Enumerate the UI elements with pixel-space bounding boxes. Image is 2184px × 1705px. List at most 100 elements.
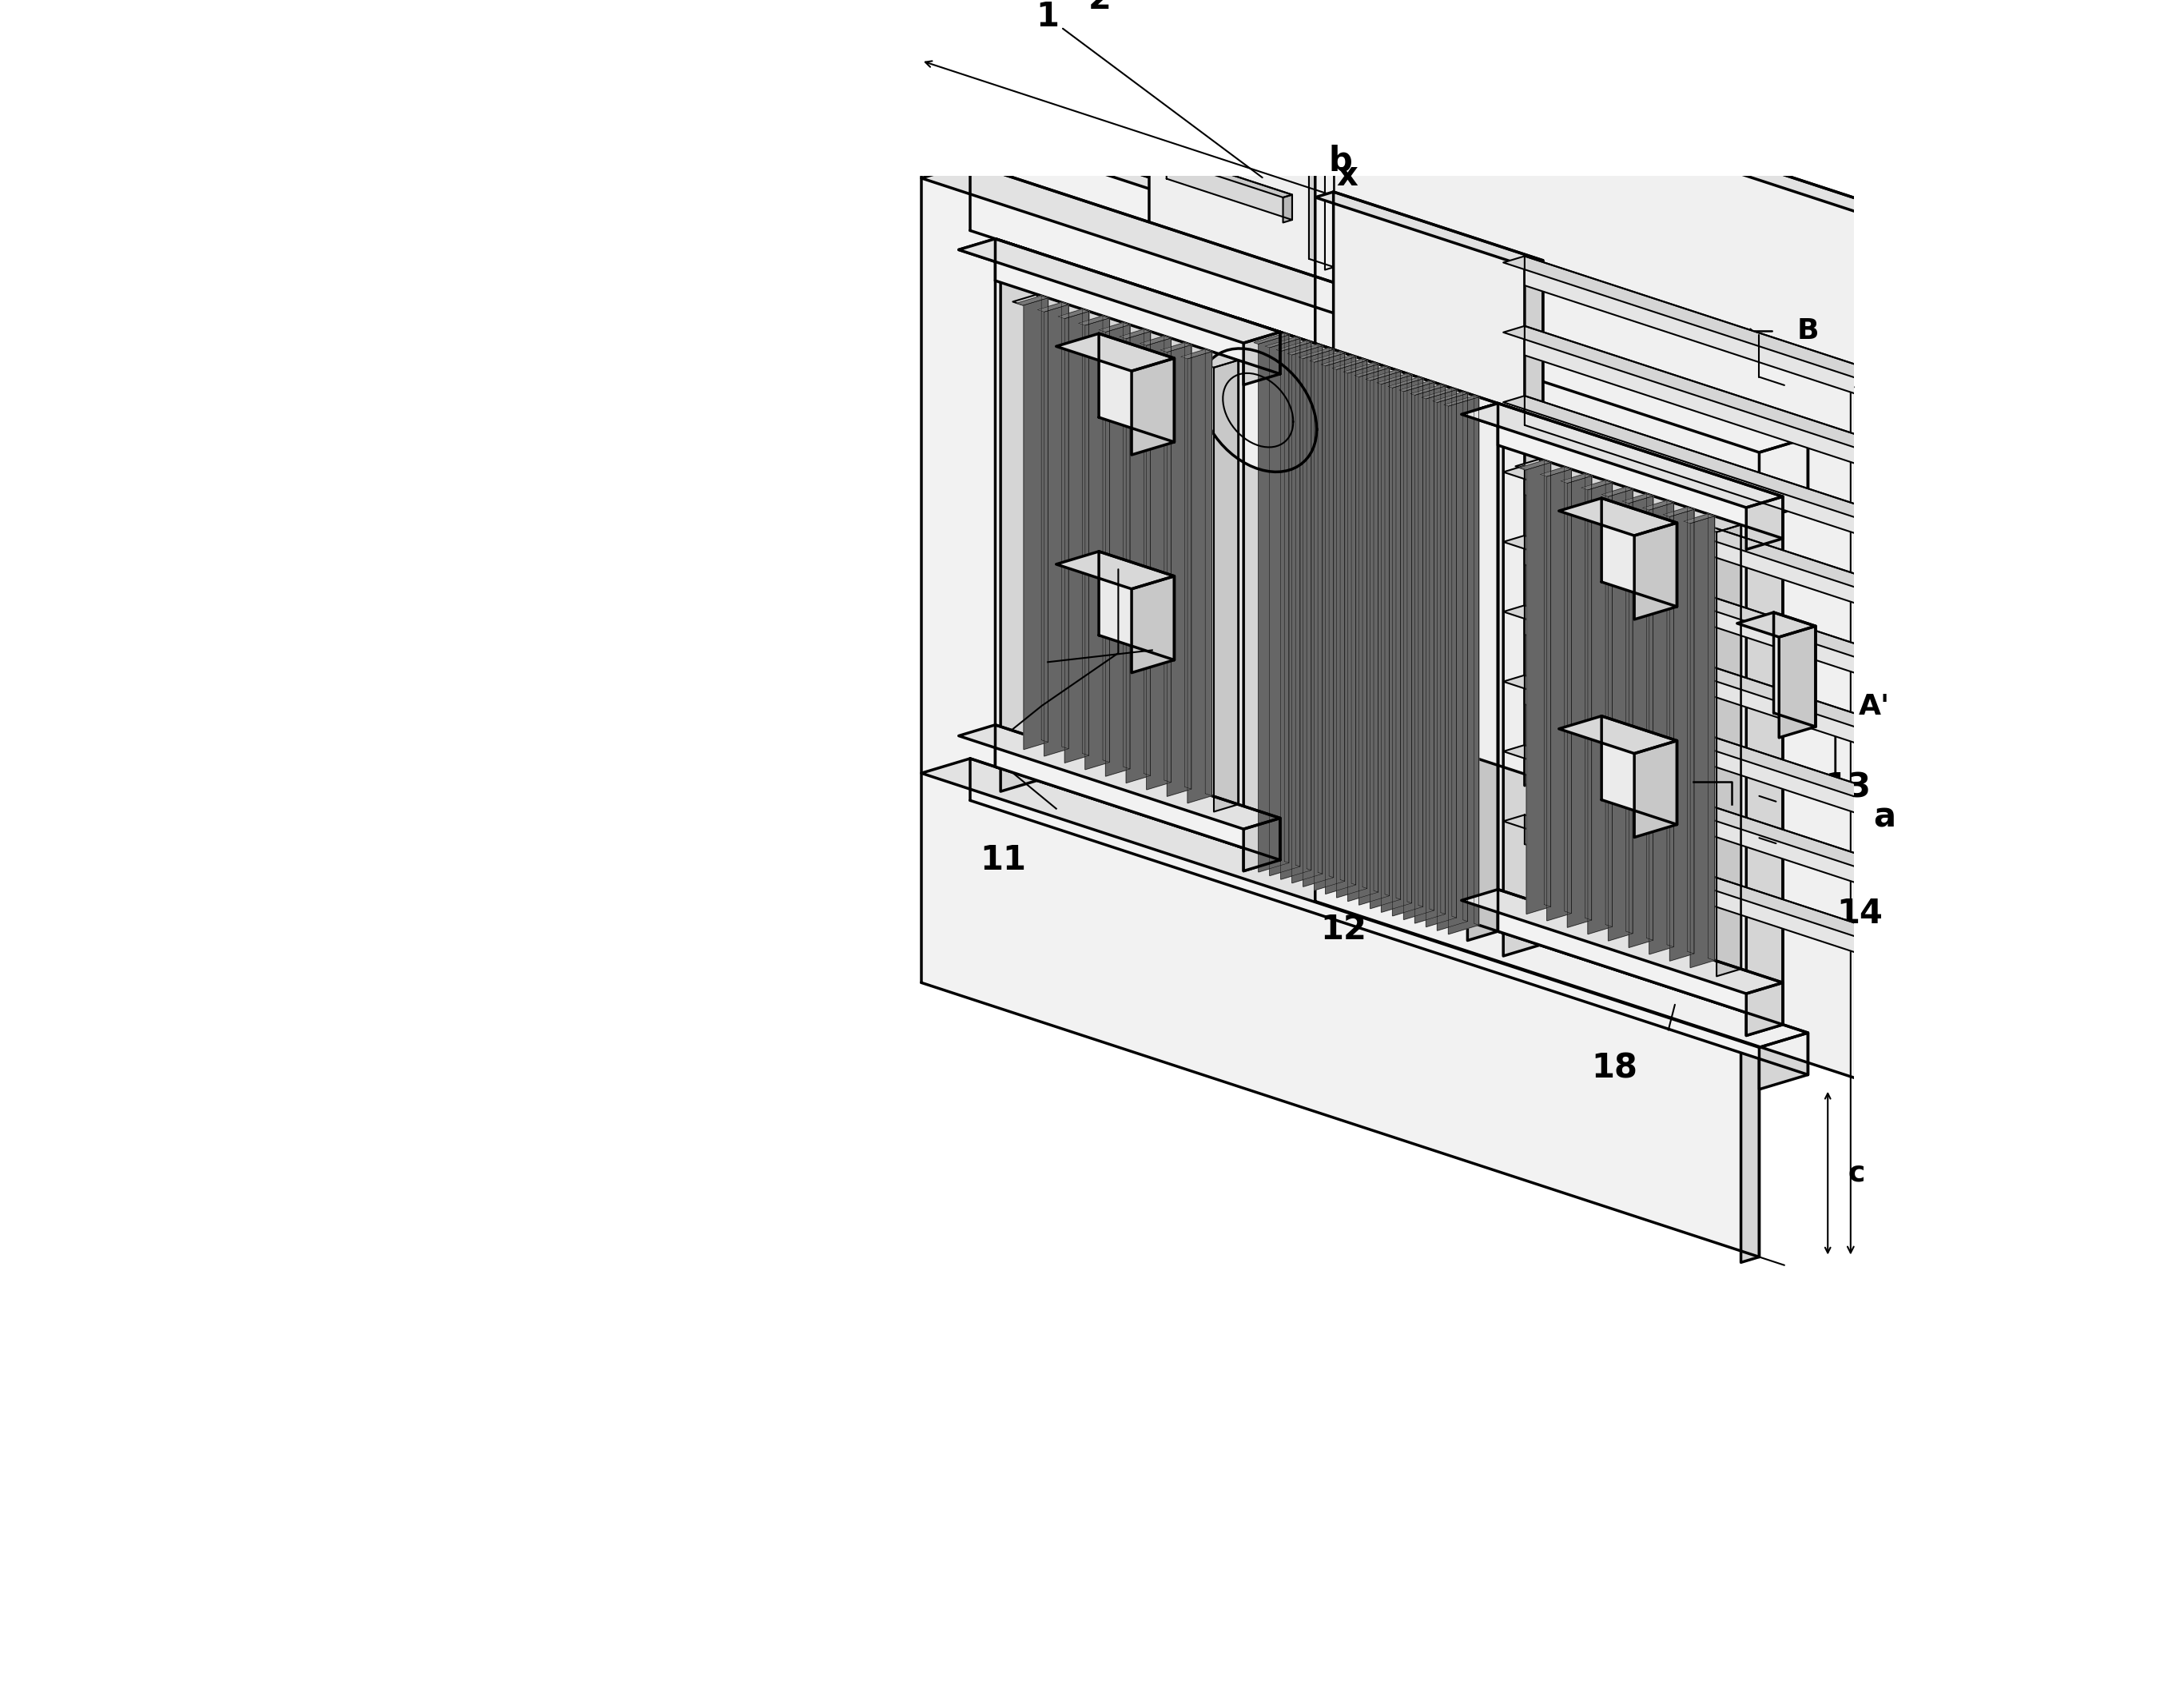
Polygon shape (1498, 404, 1782, 539)
Polygon shape (1760, 1033, 1808, 1089)
Polygon shape (1166, 104, 1293, 169)
Polygon shape (1741, 483, 1782, 1025)
Polygon shape (1520, 460, 1551, 471)
Polygon shape (1684, 513, 1714, 523)
Polygon shape (1057, 551, 1175, 588)
Polygon shape (1642, 501, 1673, 510)
Polygon shape (1057, 334, 1175, 372)
Text: 16: 16 (1192, 496, 1238, 530)
Polygon shape (970, 759, 1808, 1074)
Polygon shape (1131, 576, 1175, 673)
Polygon shape (996, 725, 1280, 859)
Polygon shape (1369, 372, 1400, 909)
Polygon shape (1037, 295, 1238, 805)
Text: x: x (1337, 159, 1358, 193)
Polygon shape (1326, 356, 1356, 893)
Polygon shape (1422, 389, 1457, 399)
Polygon shape (1396, 370, 1400, 900)
Polygon shape (1304, 350, 1334, 887)
Polygon shape (1404, 382, 1435, 919)
Polygon shape (959, 239, 1280, 343)
Polygon shape (1064, 312, 1090, 762)
Polygon shape (1280, 343, 1310, 880)
Polygon shape (1562, 474, 1592, 483)
Polygon shape (1760, 438, 1808, 520)
Polygon shape (1024, 298, 1048, 750)
Polygon shape (1374, 363, 1378, 892)
Polygon shape (1341, 351, 1345, 881)
Polygon shape (1400, 380, 1435, 392)
Polygon shape (1147, 338, 1171, 789)
Text: a: a (1874, 800, 1896, 834)
Polygon shape (1387, 377, 1424, 389)
Polygon shape (1773, 612, 1815, 726)
Polygon shape (1441, 385, 1446, 914)
Polygon shape (922, 759, 1808, 1047)
Polygon shape (1426, 390, 1457, 928)
Polygon shape (1503, 396, 2068, 580)
Polygon shape (1057, 309, 1090, 319)
Polygon shape (1503, 675, 2068, 859)
Polygon shape (996, 239, 1280, 373)
Polygon shape (1474, 396, 1479, 926)
Polygon shape (1363, 360, 1367, 888)
Polygon shape (996, 239, 1037, 781)
Polygon shape (1524, 535, 2068, 743)
Polygon shape (1099, 334, 1175, 442)
Polygon shape (1540, 467, 1570, 476)
Polygon shape (1662, 508, 1695, 517)
Polygon shape (1315, 22, 2068, 1147)
Polygon shape (1581, 481, 1612, 489)
Polygon shape (1498, 890, 1782, 1025)
Text: 23: 23 (1031, 701, 1077, 733)
Polygon shape (1275, 341, 1310, 351)
Polygon shape (1105, 324, 1129, 776)
Polygon shape (1144, 329, 1151, 776)
Polygon shape (2049, 644, 2068, 680)
Polygon shape (959, 725, 1280, 829)
Polygon shape (1625, 488, 1634, 934)
Polygon shape (1461, 890, 1782, 994)
Polygon shape (1269, 339, 1299, 876)
Polygon shape (1140, 336, 1171, 346)
Polygon shape (1524, 261, 1542, 786)
Polygon shape (1199, 348, 1317, 472)
Polygon shape (1406, 373, 1411, 904)
Polygon shape (1243, 332, 1280, 871)
Polygon shape (1503, 745, 2068, 929)
Polygon shape (1540, 459, 1741, 968)
Polygon shape (1780, 626, 1815, 738)
Polygon shape (2049, 714, 2068, 750)
Polygon shape (1503, 418, 1540, 957)
Polygon shape (1099, 322, 1129, 332)
Polygon shape (922, 102, 1760, 1257)
Polygon shape (1393, 379, 1424, 916)
Text: 19: 19 (1732, 876, 1778, 910)
Polygon shape (1131, 0, 1334, 22)
Polygon shape (1452, 389, 1457, 917)
Polygon shape (1411, 385, 1446, 396)
Polygon shape (1127, 331, 1151, 783)
Polygon shape (2049, 435, 2068, 471)
Polygon shape (1295, 338, 1299, 866)
Polygon shape (1330, 348, 1334, 878)
Polygon shape (1380, 375, 1411, 912)
Polygon shape (1747, 496, 1782, 549)
Polygon shape (1365, 370, 1400, 380)
Polygon shape (1249, 332, 1498, 413)
Polygon shape (2049, 784, 2068, 820)
Text: A': A' (1859, 692, 1889, 720)
Polygon shape (1747, 496, 1782, 1035)
Polygon shape (1214, 360, 1238, 812)
Polygon shape (1671, 510, 1695, 962)
Polygon shape (1607, 489, 1634, 941)
Polygon shape (1559, 498, 1677, 535)
Polygon shape (922, 164, 1808, 452)
Polygon shape (1524, 326, 2068, 534)
Polygon shape (1417, 377, 1424, 907)
Polygon shape (2049, 854, 2068, 890)
Polygon shape (1503, 535, 2068, 720)
Polygon shape (1433, 392, 1468, 402)
Polygon shape (1037, 302, 1068, 312)
Polygon shape (1524, 745, 2068, 953)
